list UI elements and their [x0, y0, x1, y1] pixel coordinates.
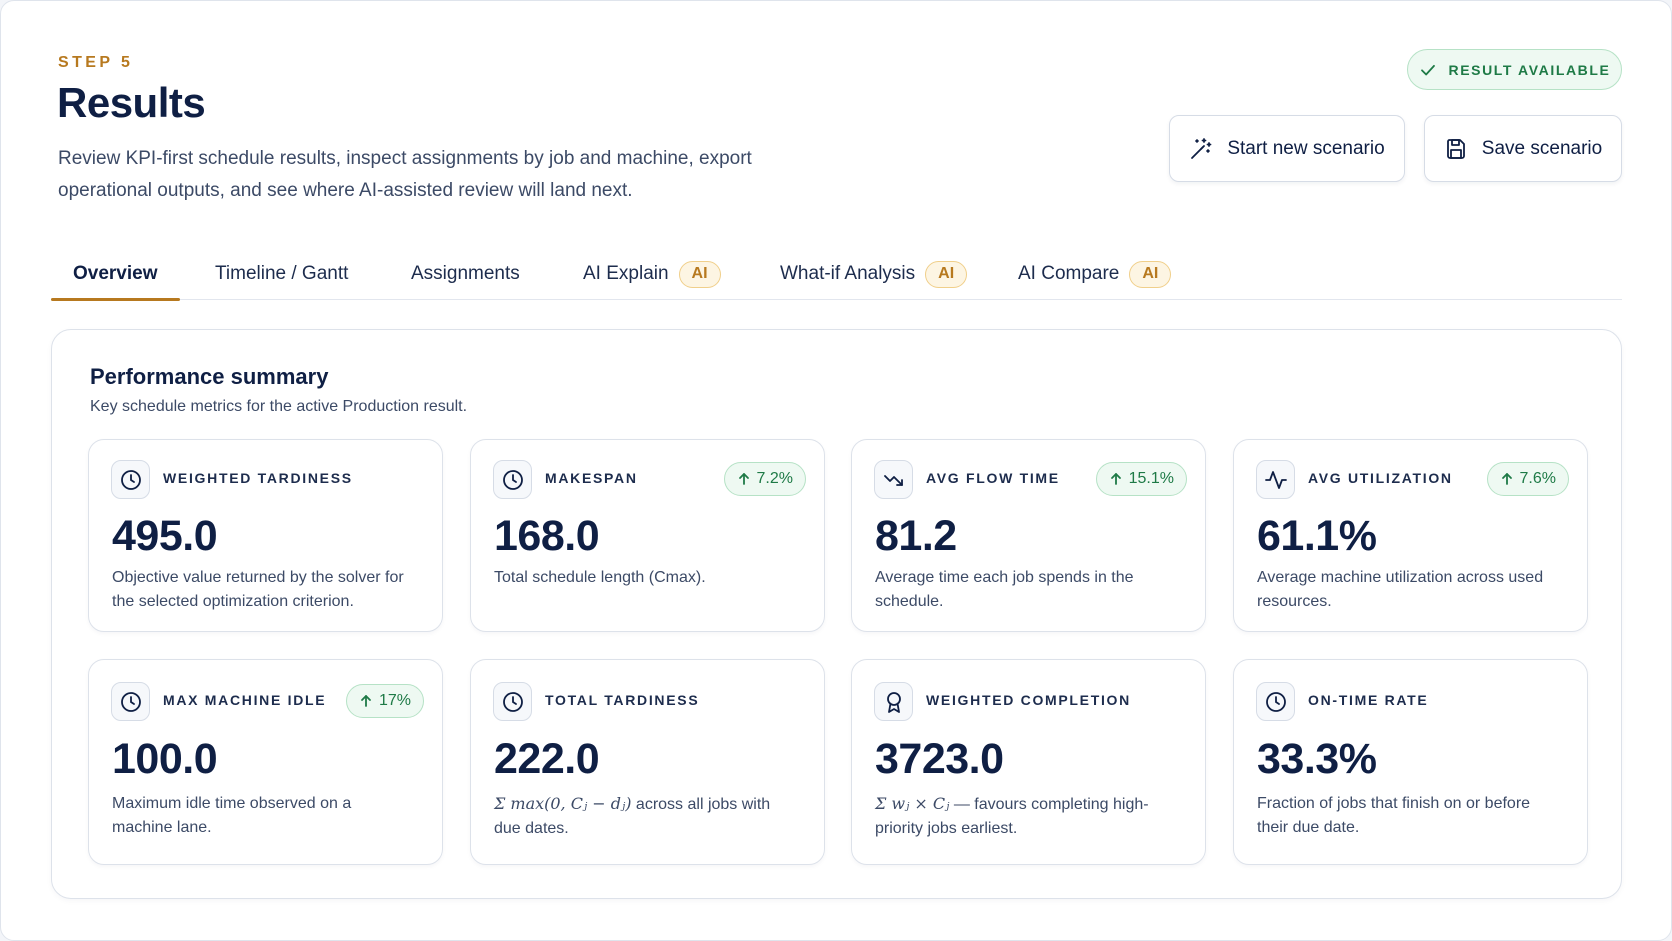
metric-card-avg-utilization: AVG UTILIZATION 7.6% 61.1% Average machi…	[1233, 439, 1588, 632]
tab-overview[interactable]: Overview	[51, 249, 179, 301]
metric-label: MAKESPAN	[545, 470, 638, 486]
tab-assignments[interactable]: Assignments	[411, 249, 520, 299]
arrow-up-icon	[738, 473, 749, 485]
ai-badge: AI	[678, 260, 721, 288]
start-new-scenario-label: Start new scenario	[1227, 137, 1385, 159]
delta-value: 7.2%	[756, 470, 793, 487]
formula: Σ max(0, Cⱼ − dⱼ)	[494, 794, 632, 813]
delta-badge: 7.6%	[1486, 462, 1569, 496]
metric-value: 81.2	[875, 512, 957, 560]
delta-value: 7.6%	[1519, 470, 1556, 487]
metric-description: Maximum idle time observed on a machine …	[112, 795, 352, 836]
formula: Σ wⱼ × Cⱼ	[875, 794, 950, 813]
metric-description: Total schedule length (Cmax).	[494, 569, 706, 586]
metric-card-weighted-completion: WEIGHTED COMPLETION 3723.0 Σ wⱼ × Cⱼ — f…	[851, 659, 1206, 865]
page-description: Review KPI-first schedule results, inspe…	[58, 148, 752, 201]
delta-value: 17%	[378, 692, 411, 709]
metric-description: Σ max(0, Cⱼ − dⱼ) across all jobs with d…	[494, 792, 794, 841]
description-text: — favours completing high-priority jobs …	[875, 796, 1149, 837]
tab-label: AI Explain	[583, 263, 669, 284]
metric-value: 100.0	[112, 735, 218, 783]
page-title: Results	[57, 79, 206, 126]
metric-label: AVG UTILIZATION	[1308, 470, 1453, 486]
clock-icon	[111, 460, 150, 499]
metric-label: TOTAL TARDINESS	[545, 692, 700, 708]
tab-label: Overview	[73, 263, 158, 284]
magic-wand-icon	[1191, 137, 1212, 159]
metric-card-weighted-tardiness: WEIGHTED TARDINESS 495.0 Objective value…	[88, 439, 443, 632]
metric-card-on-time-rate: ON-TIME RATE 33.3% Fraction of jobs that…	[1233, 659, 1588, 865]
arrow-up-icon	[1110, 473, 1121, 485]
metric-description: Average machine utilization across used …	[1257, 569, 1544, 610]
performance-summary-panel: Performance summary Key schedule metrics…	[51, 329, 1622, 899]
save-scenario-button[interactable]: Save scenario	[1424, 115, 1622, 182]
metric-label: AVG FLOW TIME	[926, 470, 1060, 486]
tab-label: Timeline / Gantt	[215, 263, 349, 284]
metric-value: 61.1%	[1257, 512, 1377, 560]
arrow-up-icon	[361, 695, 371, 707]
metric-card-max-machine-idle: MAX MACHINE IDLE 17% 100.0 Maximum idle …	[88, 659, 443, 865]
description-text: across all jobs with due dates.	[494, 796, 771, 837]
metric-value: 222.0	[494, 735, 600, 783]
award-icon	[874, 682, 913, 721]
metric-label: MAX MACHINE IDLE	[163, 692, 327, 708]
step-label: STEP 5	[58, 54, 134, 71]
metric-value: 495.0	[112, 512, 218, 560]
status-text: RESULT AVAILABLE	[1448, 61, 1611, 78]
metric-description: Fraction of jobs that finish on or befor…	[1257, 795, 1531, 836]
check-icon	[1420, 64, 1435, 75]
metric-value: 3723.0	[875, 735, 1004, 783]
tab-bar: Overview Timeline / Gantt Assignments AI…	[51, 249, 1622, 301]
delta-badge: 15.1%	[1095, 462, 1187, 496]
panel-title: Performance summary	[90, 364, 329, 389]
metric-card-total-tardiness: TOTAL TARDINESS 222.0 Σ max(0, Cⱼ − dⱼ) …	[470, 659, 825, 865]
activity-icon	[1256, 460, 1295, 499]
metric-label: ON-TIME RATE	[1308, 692, 1429, 708]
ai-badge: AI	[925, 260, 968, 288]
tab-ai-explain[interactable]: AI Explain AI	[583, 249, 721, 299]
status-badge: RESULT AVAILABLE	[1407, 49, 1622, 90]
metric-card-makespan: MAKESPAN 7.2% 168.0 Total schedule lengt…	[470, 439, 825, 632]
clock-icon	[493, 682, 532, 721]
arrow-up-icon	[1501, 473, 1512, 485]
tab-timeline-gantt[interactable]: Timeline / Gantt	[215, 249, 348, 299]
clock-icon	[493, 460, 532, 499]
tab-what-if-analysis[interactable]: What-if Analysis AI	[780, 249, 968, 299]
delta-value: 15.1%	[1128, 470, 1174, 487]
clock-icon	[1256, 682, 1295, 721]
ai-badge: AI	[1129, 260, 1172, 288]
metric-value: 168.0	[494, 512, 600, 560]
metric-description: Objective value returned by the solver f…	[112, 569, 404, 610]
delta-badge: 17%	[345, 684, 424, 718]
trend-icon	[874, 460, 913, 499]
tab-label: AI Compare	[1018, 263, 1120, 284]
metric-value: 33.3%	[1257, 735, 1377, 783]
save-scenario-label: Save scenario	[1481, 137, 1603, 159]
metric-label: WEIGHTED COMPLETION	[926, 692, 1131, 708]
start-new-scenario-button[interactable]: Start new scenario	[1169, 115, 1405, 182]
tab-label: Assignments	[411, 263, 520, 284]
metric-label: WEIGHTED TARDINESS	[163, 470, 353, 486]
metric-description: Σ wⱼ × Cⱼ — favours completing high-prio…	[875, 792, 1175, 841]
clock-icon	[111, 682, 150, 721]
panel-subtitle: Key schedule metrics for the active Prod…	[90, 398, 468, 415]
tab-ai-compare[interactable]: AI Compare AI	[1018, 249, 1172, 299]
tab-label: What-if Analysis	[780, 263, 916, 284]
metric-description: Average time each job spends in the sche…	[875, 569, 1134, 610]
metric-card-avg-flow-time: AVG FLOW TIME 15.1% 81.2 Average time ea…	[851, 439, 1206, 632]
delta-badge: 7.2%	[723, 462, 806, 496]
save-icon	[1446, 138, 1465, 159]
